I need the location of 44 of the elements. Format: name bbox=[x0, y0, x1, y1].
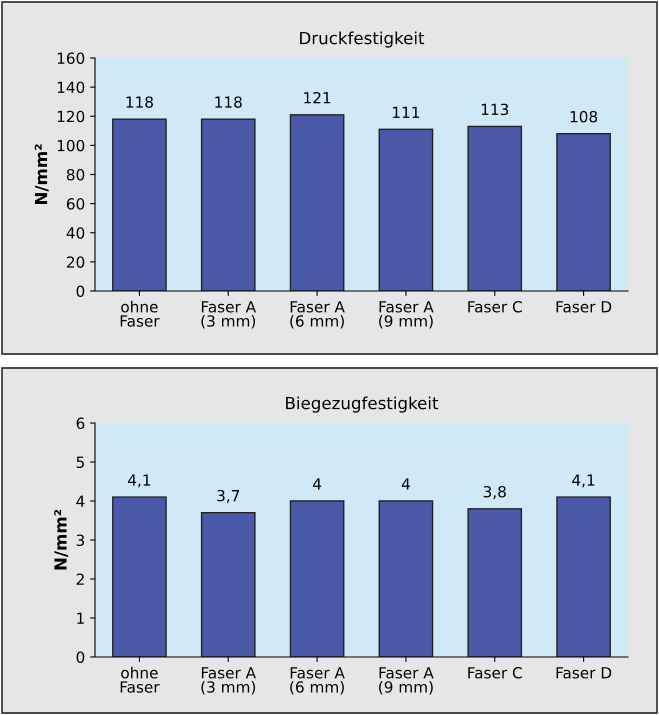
y-tick-label: 3 bbox=[76, 534, 84, 546]
x-tick-label: Faser A (3 mm) bbox=[201, 667, 256, 695]
x-tick-label: Faser C bbox=[468, 300, 522, 313]
y-tick-label: 2 bbox=[76, 573, 84, 585]
data-label: 121 bbox=[304, 92, 330, 104]
data-label: 113 bbox=[482, 104, 508, 116]
x-tick-label: Faser A (9 mm) bbox=[379, 667, 434, 695]
chart-title: Druckfestigkeit bbox=[300, 31, 424, 48]
data-label: 111 bbox=[393, 106, 420, 118]
y-tick-label: 160 bbox=[58, 52, 84, 64]
y-tick-label: 1 bbox=[77, 612, 84, 624]
data-label: 118 bbox=[215, 96, 242, 108]
data-label: 4 bbox=[312, 478, 322, 490]
data-label: 3,7 bbox=[217, 490, 240, 503]
y-tick-label: 20 bbox=[66, 256, 84, 268]
y-axis-title: N/mm² bbox=[54, 510, 68, 570]
y-tick-label: 5 bbox=[76, 456, 84, 468]
x-tick-label: ohne Faser bbox=[120, 300, 160, 327]
x-tick-label: Faser C bbox=[468, 666, 522, 679]
y-tick-label: 6 bbox=[76, 417, 84, 430]
y-tick-label: 4 bbox=[76, 496, 84, 507]
x-tick-label: Faser D bbox=[556, 301, 612, 313]
x-tick-label: ohne Faser bbox=[120, 666, 160, 693]
y-tick-label: 60 bbox=[66, 198, 84, 210]
chart-title: Biegezugfestigkeit bbox=[286, 396, 438, 413]
x-tick-label: Faser A (6 mm) bbox=[290, 667, 345, 695]
y-tick-label: 120 bbox=[58, 110, 84, 122]
y-tick-label: 100 bbox=[58, 140, 84, 152]
data-label: 4,1 bbox=[128, 474, 150, 488]
x-tick-label: Faser D bbox=[556, 667, 612, 679]
data-label: 4 bbox=[402, 478, 410, 490]
y-tick-label: 0 bbox=[76, 285, 84, 298]
x-tick-label: Faser A (6 mm) bbox=[290, 301, 345, 329]
y-tick-label: 0 bbox=[76, 651, 84, 664]
data-label: 108 bbox=[570, 110, 598, 122]
x-tick-label: Faser A (9 mm) bbox=[379, 301, 434, 329]
data-label: 3,8 bbox=[484, 486, 506, 500]
y-axis-title: N/mm² bbox=[34, 144, 49, 204]
data-label: 4,1 bbox=[572, 474, 594, 488]
y-tick-label: 140 bbox=[58, 82, 84, 94]
y-tick-label: 40 bbox=[66, 227, 84, 239]
x-tick-label: Faser A (3 mm) bbox=[201, 301, 256, 329]
y-tick-label: 80 bbox=[66, 168, 84, 181]
data-label: 118 bbox=[126, 96, 153, 108]
